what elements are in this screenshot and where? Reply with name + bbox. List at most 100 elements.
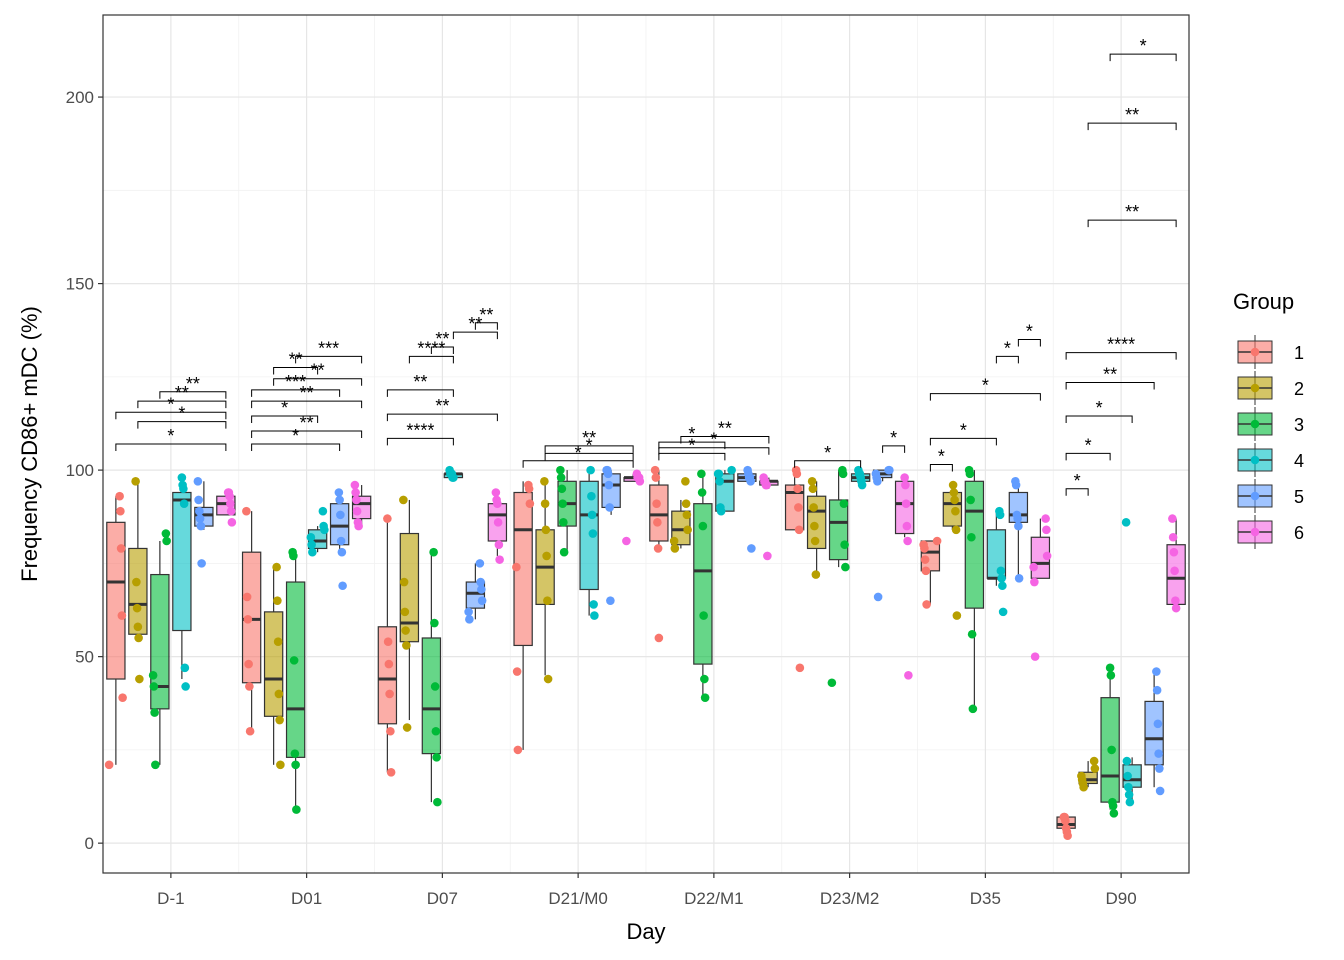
significance-bracket (251, 443, 341, 451)
data-point (196, 521, 206, 531)
data-point (811, 570, 821, 579)
data-point (401, 626, 410, 635)
box-body (421, 637, 442, 755)
data-point (1061, 823, 1071, 833)
data-point (810, 536, 820, 546)
significance-bracket (273, 378, 363, 386)
data-point (932, 536, 942, 546)
data-point (226, 499, 235, 508)
significance-bracket (544, 445, 634, 453)
data-point (903, 536, 912, 546)
data-point (884, 465, 893, 475)
data-point (713, 469, 723, 479)
data-point (587, 510, 597, 520)
data-point (227, 518, 237, 527)
data-point (873, 592, 883, 602)
significance-bracket (658, 452, 726, 461)
data-point (289, 656, 299, 665)
x-tick-label: D35 (970, 889, 1001, 908)
significance-bracket (273, 367, 319, 375)
data-point (1014, 573, 1024, 583)
data-point (1124, 782, 1133, 792)
data-point (512, 562, 521, 572)
data-point (493, 518, 503, 527)
data-point (966, 495, 975, 505)
significance-label: * (1074, 471, 1081, 491)
data-point (117, 611, 127, 620)
significance-bracket (115, 443, 227, 451)
data-point (683, 525, 692, 535)
data-point (1029, 562, 1038, 572)
data-point (1155, 786, 1165, 796)
data-point (291, 760, 300, 770)
data-point (759, 473, 768, 482)
data-point (715, 477, 724, 486)
data-point (632, 469, 642, 479)
data-point (135, 674, 144, 684)
data-point (275, 715, 284, 725)
data-point (901, 499, 911, 508)
data-point (590, 611, 599, 620)
significance-label: * (178, 404, 185, 424)
significance-bracket (929, 393, 1041, 401)
data-point (699, 611, 708, 620)
data-point (791, 465, 801, 475)
data-point (197, 559, 206, 568)
x-tick-label: D90 (1106, 889, 1137, 908)
x-tick-label: D01 (291, 889, 322, 908)
box-body (263, 611, 284, 717)
data-point (1105, 663, 1115, 673)
data-point (290, 749, 300, 758)
box-body (399, 532, 420, 643)
significance-bracket (386, 389, 454, 397)
data-point (148, 670, 158, 680)
significance-label: ** (175, 383, 189, 403)
data-point (681, 477, 690, 486)
data-point (245, 726, 255, 736)
data-point (652, 499, 661, 508)
data-point (385, 689, 394, 699)
data-point (1124, 790, 1134, 799)
data-point (605, 503, 614, 512)
data-point (445, 465, 454, 475)
data-point (1106, 670, 1116, 680)
data-point (1077, 771, 1086, 781)
data-point (276, 760, 285, 770)
significance-bracket (544, 452, 634, 461)
significance-bracket (1087, 219, 1177, 228)
legend-label: 1 (1294, 343, 1304, 363)
data-point (841, 562, 850, 572)
data-point (131, 477, 140, 486)
significance-bracket (995, 355, 1019, 364)
data-point (951, 506, 960, 516)
data-point (808, 484, 818, 494)
significance-bracket (251, 430, 363, 438)
data-point (433, 797, 442, 807)
significance-bracket (1065, 352, 1177, 360)
data-point (967, 629, 977, 639)
legend-key-point (1250, 455, 1260, 465)
y-axis: 0 50 100 150 200 (66, 88, 103, 853)
significance-bracket (1065, 452, 1111, 461)
data-point (839, 499, 849, 508)
data-point (1170, 566, 1179, 576)
data-point (1090, 764, 1100, 773)
data-point (827, 678, 837, 688)
significance-label: * (1026, 322, 1033, 342)
significance-label: * (824, 443, 831, 463)
data-point (602, 465, 611, 475)
data-point (743, 465, 752, 475)
box-body (172, 491, 192, 632)
data-point (1041, 514, 1050, 523)
significance-bracket (1109, 53, 1177, 62)
box-body (649, 484, 669, 542)
significance-label: * (982, 376, 989, 396)
data-point (997, 573, 1006, 583)
data-point (386, 726, 395, 736)
data-point (336, 510, 345, 520)
significance-bracket (159, 391, 227, 399)
data-point (181, 682, 190, 691)
data-point (400, 607, 410, 617)
data-point (318, 506, 328, 516)
significance-label: * (1140, 36, 1147, 56)
